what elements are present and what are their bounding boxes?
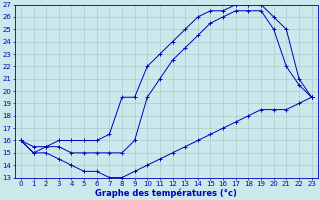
- X-axis label: Graphe des températures (°c): Graphe des températures (°c): [95, 188, 237, 198]
